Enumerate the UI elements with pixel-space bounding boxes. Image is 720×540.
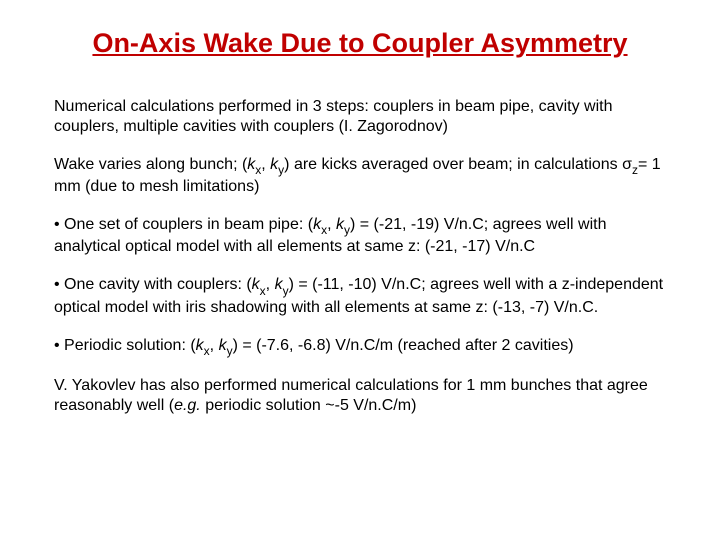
text: • One set of couplers in beam pipe: ( <box>54 216 313 233</box>
var-ky: k <box>336 216 344 233</box>
text: , <box>261 156 270 173</box>
sub-y: y <box>344 223 350 237</box>
text: , <box>266 276 275 293</box>
text: • Periodic solution: ( <box>54 337 196 354</box>
sub-z: z <box>632 163 638 177</box>
eg: e.g. <box>174 397 201 414</box>
sub-x: x <box>260 284 266 298</box>
var-ky: k <box>275 276 283 293</box>
sub-y: y <box>227 344 233 358</box>
var-ky: k <box>270 156 278 173</box>
sub-x: x <box>321 223 327 237</box>
var-kx: k <box>252 276 260 293</box>
text: periodic solution ~-5 V/n.C/m) <box>201 397 417 414</box>
text: Wake varies along bunch; ( <box>54 156 247 173</box>
sigma: σ <box>622 156 632 173</box>
paragraph-yakovlev: V. Yakovlev has also performed numerical… <box>54 376 666 416</box>
paragraph-wake: Wake varies along bunch; (kx, ky) are ki… <box>54 155 666 197</box>
sub-x: x <box>204 344 210 358</box>
bullet-periodic: • Periodic solution: (kx, ky) = (-7.6, -… <box>54 336 666 358</box>
sub-y: y <box>283 284 289 298</box>
text: Numerical calculations performed in 3 st… <box>54 98 612 135</box>
slide-title: On-Axis Wake Due to Coupler Asymmetry <box>54 28 666 59</box>
var-kx: k <box>313 216 321 233</box>
text: • One cavity with couplers: ( <box>54 276 252 293</box>
bullet-one-set: • One set of couplers in beam pipe: (kx,… <box>54 215 666 257</box>
sub-y: y <box>278 163 284 177</box>
text: ) = (-7.6, -6.8) V/n.C/m (reached after … <box>233 337 574 354</box>
bullet-one-cavity: • One cavity with couplers: (kx, ky) = (… <box>54 275 666 317</box>
text: , <box>327 216 336 233</box>
paragraph-intro: Numerical calculations performed in 3 st… <box>54 97 666 137</box>
var-kx: k <box>196 337 204 354</box>
text: ) are kicks averaged over beam; in calcu… <box>284 156 622 173</box>
sub-x: x <box>255 163 261 177</box>
slide: On-Axis Wake Due to Coupler Asymmetry Nu… <box>0 0 720 540</box>
text: , <box>210 337 219 354</box>
var-ky: k <box>219 337 227 354</box>
